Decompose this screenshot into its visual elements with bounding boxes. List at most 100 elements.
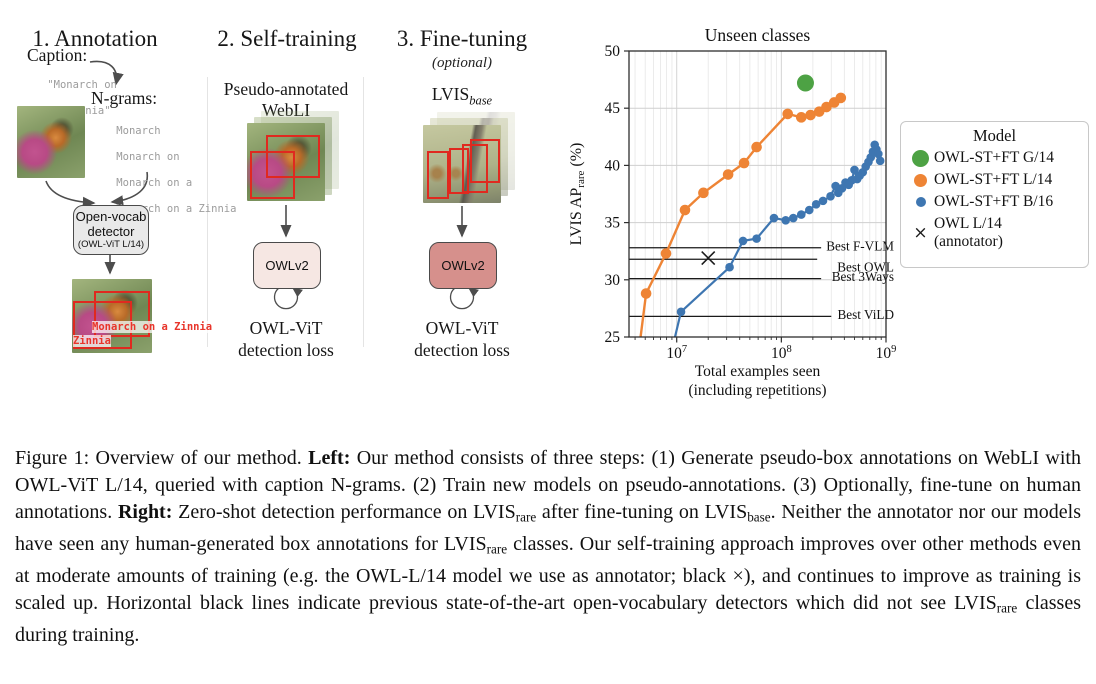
data-point	[805, 205, 814, 215]
data-point	[805, 109, 816, 121]
data-point	[752, 234, 761, 243]
owlv2-label: OWLv2	[441, 258, 485, 273]
lvis-base-sub: base	[469, 93, 493, 108]
data-point	[795, 112, 807, 123]
plot-frame	[628, 50, 887, 338]
caption-text-line1: "Monarch on	[47, 79, 117, 91]
loss-label-selftrain: OWL-ViT detection loss	[211, 317, 361, 361]
data-point	[874, 149, 883, 159]
lvis-bbox-4	[470, 139, 500, 183]
annotator-x-marker	[701, 250, 716, 266]
detector-box-line2: detector	[87, 224, 135, 239]
legend-entry: × OWL L/14 (annotator)	[901, 213, 1088, 253]
data-point	[796, 210, 806, 219]
bbox-monarch	[94, 291, 150, 337]
series-0	[796, 74, 814, 92]
caption-segment: Figure 1: Overview of our method.	[15, 447, 309, 469]
data-point	[826, 191, 835, 201]
loss-label-finetune: OWL-ViT detection loss	[387, 317, 537, 361]
webli-label-line1: Pseudo-annotated	[223, 79, 349, 99]
step3-optional: (optional)	[432, 55, 492, 71]
legend-marker-dot	[914, 173, 927, 187]
figure-caption: Figure 1: Overview of our method. Left: …	[15, 445, 1081, 648]
legend-entry-label: OWL L/14 (annotator)	[934, 215, 1003, 250]
y-tick-label: 50	[605, 43, 621, 60]
data-point	[835, 92, 847, 104]
baseline-label: Best ViLD	[838, 307, 894, 322]
legend-entry: OWL-ST+FT G/14	[901, 147, 1088, 169]
loss-line1: OWL-ViT	[249, 318, 323, 338]
step2-title: 2. Self-training	[217, 26, 357, 51]
lvis-bbox-2	[449, 148, 469, 194]
data-point	[676, 307, 686, 317]
webli-image	[247, 123, 325, 201]
caption-segment: Zero-shot detection performance on LVIS	[172, 500, 516, 523]
y-tick-label: 25	[605, 329, 621, 346]
legend-rows: OWL-ST+FT G/14 OWL-ST+FT L/14 OWL-ST+FT B/…	[901, 147, 1088, 253]
data-point	[660, 248, 672, 259]
caption-segment: classes. Our self-training approach impr…	[15, 532, 1081, 614]
series-1	[639, 92, 847, 337]
bbox-label-zinnia: Zinnia	[73, 335, 111, 347]
lvis-bbox-3	[462, 144, 488, 193]
lvis-image	[423, 125, 501, 203]
y-tick-label: 45	[605, 100, 621, 117]
image-to-detector-arrow	[45, 180, 96, 208]
y-axis-label: LVIS APrare (%)	[568, 143, 587, 246]
legend-circle-marker	[907, 197, 934, 207]
data-point	[725, 262, 734, 272]
data-point	[781, 216, 790, 225]
chart-legend: Model OWL-ST+FT G/14 OWL-ST+FT L/14 OWL-ST…	[900, 121, 1089, 268]
baseline-label: Best 3Ways	[832, 269, 894, 284]
caption-segment: . Neither the annotator nor our models h…	[15, 500, 1081, 555]
butterfly-source-image	[17, 106, 85, 178]
y-tick-label: 35	[605, 215, 621, 232]
legend-marker-dot	[912, 149, 929, 167]
baseline-label: Best F-VLM	[826, 238, 894, 253]
chart-title: Unseen classes	[705, 25, 811, 45]
webli-label-line2: WebLI	[261, 100, 311, 120]
data-point	[751, 141, 762, 153]
webli-bbox-2	[250, 151, 295, 199]
legend-entry: OWL-ST+FT L/14	[901, 169, 1088, 191]
data-point	[788, 213, 798, 223]
x-axis-label-line1: Total examples seen	[695, 363, 821, 380]
caption-segment: rare	[996, 599, 1018, 615]
ngrams-label: N-grams:	[91, 88, 158, 108]
data-point	[738, 236, 748, 246]
data-point	[640, 288, 652, 299]
loss-line2: detection loss	[238, 340, 334, 360]
data-point	[818, 196, 828, 206]
loss-line1: OWL-ViT	[425, 318, 499, 338]
column-divider-1	[207, 77, 208, 347]
data-point	[738, 157, 750, 169]
x-tick-label: 108	[771, 344, 792, 362]
x-tick-label: 107	[666, 344, 687, 362]
data-point	[782, 108, 794, 120]
lvis-bbox-1	[427, 151, 449, 199]
ngram-item: Monarch on	[116, 151, 180, 163]
data-point	[698, 187, 709, 199]
ngram-item: Monarch	[116, 125, 161, 137]
lvis-base-main: LVIS	[431, 84, 470, 104]
baseline-label: Best OWL	[837, 260, 894, 275]
legend-x-marker: ×	[913, 223, 928, 243]
ngrams-to-detector-arrow	[110, 171, 148, 207]
caption-segment: Left:	[308, 447, 351, 469]
legend-entry-label: OWL-ST+FT G/14	[934, 149, 1054, 166]
caption-to-ngrams-arrow	[89, 60, 124, 86]
column-divider-2	[363, 77, 364, 347]
y-tick-label: 40	[605, 157, 621, 174]
x-tick-label: 109	[876, 344, 897, 362]
caption-segment: rare	[486, 540, 508, 556]
data-point	[811, 199, 821, 209]
data-point	[769, 213, 779, 223]
owlv2-self-loop-2	[273, 287, 303, 310]
ngram-item: Monarch on a	[116, 177, 193, 189]
open-vocab-detector-box: Open-vocab detector (OWL-ViT L/14)	[73, 205, 149, 255]
data-point	[875, 156, 885, 166]
data-point	[796, 74, 814, 92]
y-tick-label: 30	[605, 272, 621, 289]
legend-circle-marker	[907, 149, 934, 167]
